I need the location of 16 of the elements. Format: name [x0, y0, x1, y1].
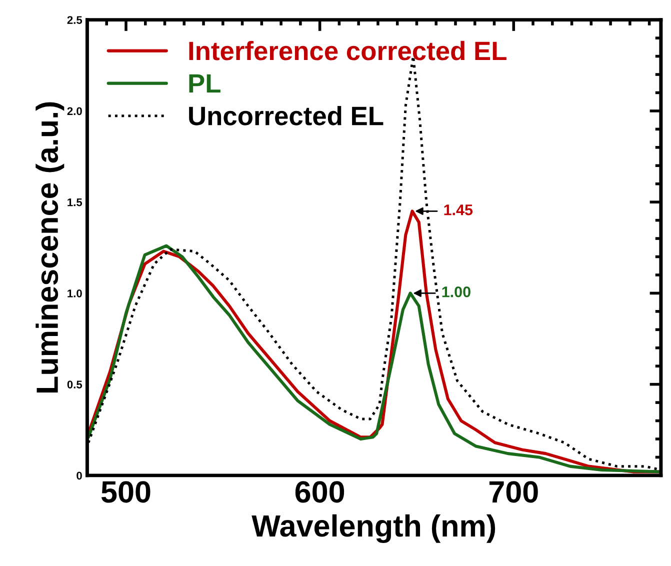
y-tick-label: 2.5 — [67, 16, 82, 24]
x-tick-label: 600 — [295, 481, 344, 503]
legend-label: Interference corrected EL — [189, 40, 506, 60]
annotation: 1.45 — [444, 204, 473, 216]
x-tick-label: 700 — [489, 481, 538, 503]
legend-label: PL — [189, 74, 220, 93]
y-tick-label: 0.5 — [67, 380, 82, 388]
legend-label: Uncorrected EL — [189, 106, 384, 126]
y-tick-label: 1.5 — [68, 198, 82, 206]
y-tick-label: 2.0 — [67, 107, 82, 116]
x-tick-label: 500 — [101, 481, 150, 503]
y-axis-title: Luminescence (a.u.) — [36, 102, 64, 392]
x-axis-title: Wavelength (nm) — [252, 514, 496, 543]
annotation: 1.00 — [442, 286, 470, 298]
y-tick-label: 1.0 — [68, 289, 82, 298]
y-tick-label: 0 — [76, 472, 82, 480]
